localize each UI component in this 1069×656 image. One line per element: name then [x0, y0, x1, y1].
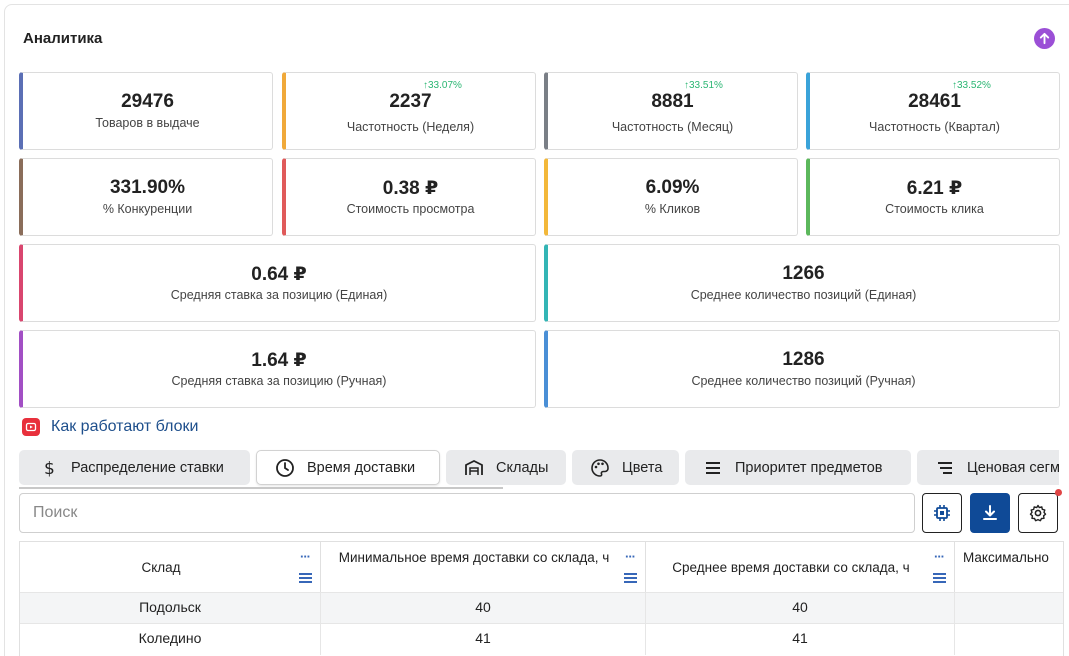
metric-value: 28461	[908, 91, 961, 112]
cell-warehouse: Коледино	[20, 624, 321, 655]
metric-label: Товаров в выдаче	[95, 116, 200, 130]
cell-max-delivery	[955, 593, 1063, 624]
sort-icon	[938, 461, 952, 474]
notification-dot	[1055, 489, 1062, 496]
column-filter-icon[interactable]	[624, 573, 637, 585]
metric-label: Среднее количество позиций (Единая)	[690, 288, 917, 302]
metric-label: Частотность (Месяц)	[611, 120, 734, 134]
dollar-icon: $	[44, 459, 55, 478]
list-icon	[706, 461, 720, 474]
metric-value: 331.90%	[109, 177, 185, 198]
metric-card-products: 29476 Товаров в выдаче	[19, 72, 273, 150]
scroll-up-button[interactable]	[1034, 28, 1055, 49]
metric-value: 29476	[121, 91, 174, 112]
how-blocks-work-link[interactable]: Как работают блоки	[22, 418, 198, 436]
palette-icon	[591, 458, 609, 477]
table-row[interactable]: Подольск 40 40	[20, 592, 1063, 624]
metric-card-avg-positions-unified: 1266 Среднее количество позиций (Единая)	[544, 244, 1060, 322]
column-filter-icon[interactable]	[299, 573, 312, 585]
metric-value: 8881	[651, 91, 694, 112]
clock-icon	[276, 458, 294, 477]
metric-card-frequency-month: ↑33.51% 8881 Частотность (Месяц)	[544, 72, 798, 150]
metric-card-clicks: 6.09% % Кликов	[544, 158, 798, 236]
metric-label: Частотность (Неделя)	[346, 120, 475, 134]
cell-max-delivery	[955, 624, 1063, 655]
tab-delivery-time[interactable]: Время доставки	[256, 450, 440, 485]
metric-card-view-cost: 0.38 ₽ Стоимость просмотра	[282, 158, 536, 236]
column-header-label: Минимальное время доставки со склада, ч	[338, 550, 610, 565]
metric-label: Стоимость клика	[885, 202, 984, 216]
tab-label: Цвета	[622, 459, 663, 476]
metric-label: Средняя ставка за позицию (Единая)	[170, 288, 388, 302]
column-header-label: Максимально	[963, 550, 1049, 565]
svg-text:$: $	[44, 459, 55, 478]
trend-badge: ↑33.51%	[684, 80, 723, 91]
tab-label: Склады	[496, 459, 549, 476]
metric-value: 1266	[782, 263, 825, 284]
metric-value: 1.64 ₽	[251, 350, 307, 371]
metric-card-avg-bid-manual: 1.64 ₽ Средняя ставка за позицию (Ручная…	[19, 330, 536, 408]
tab-label: Распределение ставки	[71, 459, 224, 476]
arrow-up-icon	[1039, 32, 1050, 45]
metric-label: Средняя ставка за позицию (Ручная)	[171, 374, 387, 388]
column-header-label: Среднее время доставки со склада, ч	[672, 560, 910, 575]
column-menu-icon[interactable]: ···	[934, 549, 945, 564]
tab-label: Приоритет предметов	[735, 459, 883, 476]
chip-icon	[934, 505, 950, 521]
trend-badge: ↑33.52%	[952, 80, 991, 91]
tab-colors[interactable]: Цвета	[572, 450, 679, 485]
tab-bid-distribution[interactable]: $ Распределение ставки	[19, 450, 250, 485]
warehouse-icon	[465, 459, 483, 475]
column-header-max-delivery[interactable]: Максимально	[955, 542, 1063, 594]
table-row[interactable]: Коледино 41 41	[20, 623, 1063, 655]
download-button[interactable]	[970, 493, 1010, 533]
cell-warehouse: Подольск	[20, 593, 321, 624]
cell-avg-delivery: 40	[646, 593, 955, 624]
metric-card-avg-bid-unified: 0.64 ₽ Средняя ставка за позицию (Единая…	[19, 244, 536, 322]
metric-card-avg-positions-manual: 1286 Среднее количество позиций (Ручная)	[544, 330, 1060, 408]
column-filter-icon[interactable]	[933, 573, 946, 585]
tab-price-segment[interactable]: Ценовая сегм	[917, 450, 1059, 485]
column-header-warehouse[interactable]: Склад ···	[20, 542, 321, 594]
page-title: Аналитика	[23, 30, 103, 47]
metric-card-click-cost: 6.21 ₽ Стоимость клика	[806, 158, 1060, 236]
column-menu-icon[interactable]: ···	[300, 549, 311, 564]
tab-item-priority[interactable]: Приоритет предметов	[685, 450, 911, 485]
cell-min-delivery: 40	[321, 593, 646, 624]
metric-label: Стоимость просмотра	[346, 202, 475, 216]
metric-card-frequency-week: ↑33.07% 2237 Частотность (Неделя)	[282, 72, 536, 150]
search-input[interactable]: Поиск	[19, 493, 915, 533]
metric-value: 1286	[782, 349, 825, 370]
metric-card-competition: 331.90% % Конкуренции	[19, 158, 273, 236]
metric-label: % Кликов	[644, 202, 701, 216]
column-menu-icon[interactable]: ···	[625, 549, 636, 564]
tab-label: Время доставки	[307, 459, 416, 476]
how-blocks-work-label: Как работают блоки	[51, 418, 199, 435]
cell-min-delivery: 41	[321, 624, 646, 655]
column-header-label: Склад	[141, 560, 181, 575]
settings-button[interactable]	[1018, 493, 1058, 533]
metric-label: % Конкуренции	[102, 202, 193, 216]
tab-label: Ценовая сегм	[967, 459, 1059, 476]
metric-value: 0.64 ₽	[251, 264, 307, 285]
column-header-min-delivery[interactable]: Минимальное время доставки со склада, ч …	[321, 542, 646, 594]
tab-scrollbar[interactable]	[19, 487, 503, 489]
download-icon	[983, 505, 997, 520]
metric-value: 6.09%	[645, 177, 700, 198]
metric-value: 2237	[389, 91, 432, 112]
cell-avg-delivery: 41	[646, 624, 955, 655]
trend-badge: ↑33.07%	[423, 80, 462, 91]
metric-label: Среднее количество позиций (Ручная)	[691, 374, 916, 388]
column-header-avg-delivery[interactable]: Среднее время доставки со склада, ч ···	[646, 542, 955, 594]
metric-label: Частотность (Квартал)	[869, 120, 1000, 134]
chip-button[interactable]	[922, 493, 962, 533]
gear-icon	[1029, 504, 1047, 522]
metric-value: 0.38 ₽	[382, 178, 439, 199]
delivery-time-table: Склад ··· Минимальное время доставки со …	[19, 541, 1064, 656]
metric-card-frequency-quarter: ↑33.52% 28461 Частотность (Квартал)	[806, 72, 1060, 150]
youtube-icon	[22, 418, 40, 436]
metric-value: 6.21 ₽	[906, 178, 963, 199]
tab-warehouses[interactable]: Склады	[446, 450, 566, 485]
